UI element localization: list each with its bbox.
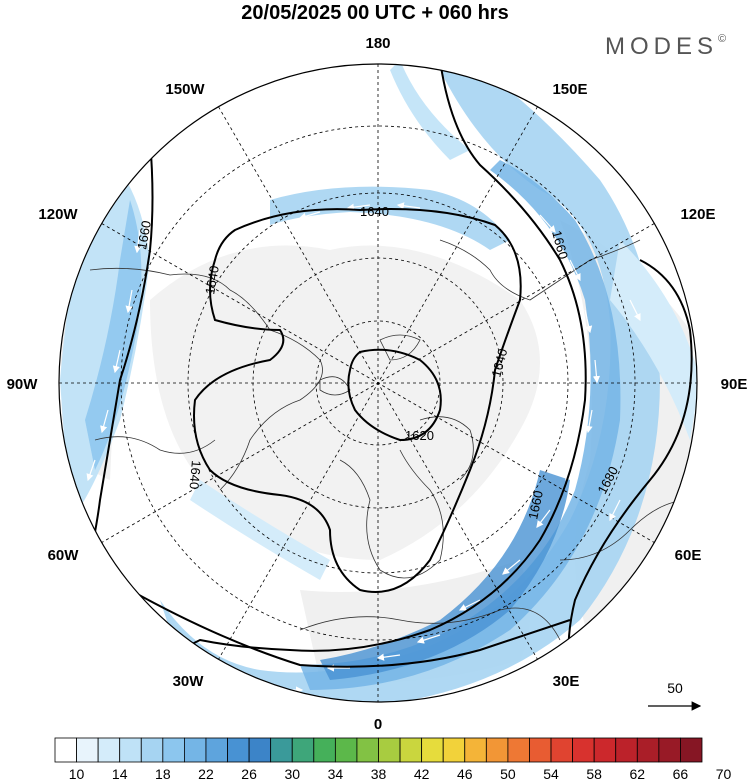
colorbar-swatch (658, 737, 681, 763)
colorbar-swatch (507, 737, 530, 763)
colorbar-swatch (313, 737, 336, 763)
colorbar-swatch (636, 737, 660, 763)
colorbar-tick-label: 38 (371, 766, 387, 782)
reference-vector: 50 (648, 680, 702, 711)
colorbar-tick-label: 70 (716, 766, 732, 782)
colorbar-tick-label: 50 (500, 766, 516, 782)
contour-label: 1620 (405, 428, 434, 443)
contour-1680 (567, 259, 693, 681)
contour-label: 1640 (202, 264, 222, 295)
wind-vectors (86, 99, 641, 694)
brand-name: MODES (605, 33, 719, 60)
map-title: 20/05/2025 00 UTC + 060 hrs (241, 2, 509, 24)
colorbar-tick-label: 42 (414, 766, 430, 782)
graticule (59, 64, 697, 702)
colorbar-swatch (205, 737, 228, 763)
reference-vector-label: 50 (667, 680, 683, 696)
contour-label: 1660 (134, 219, 154, 250)
colorbar-swatch (97, 737, 121, 763)
colorbar-tick-label: 34 (328, 766, 344, 782)
contour-1640 (193, 208, 522, 593)
colorbar-swatch (572, 737, 595, 763)
colorbar-swatch (615, 737, 638, 763)
lon-label-30w: 30W (173, 673, 205, 690)
colorbar-swatch (270, 737, 293, 763)
contour-label: 1640 (360, 204, 389, 219)
lon-label-180: 180 (365, 35, 390, 52)
longitude-labels: 180 150E 120E 90E 60E 30E 0 30W 60W 90W … (7, 35, 748, 733)
colorbar-swatch (399, 737, 423, 763)
colorbar-swatch (119, 737, 142, 763)
lon-label-120e: 120E (680, 206, 715, 223)
lon-label-150e: 150E (552, 81, 587, 98)
contour-1680-south (129, 589, 571, 668)
height-contours (79, 64, 693, 681)
lon-label-30e: 30E (553, 673, 580, 690)
colorbar-swatch (378, 737, 401, 763)
colorbar-swatch (227, 737, 250, 763)
lon-label-90w: 90W (7, 376, 39, 393)
colorbar-tick-label: 26 (241, 766, 257, 782)
colorbar-swatch (529, 737, 552, 763)
colorbar-tick-label: 46 (457, 766, 473, 782)
contour-1660 (179, 64, 587, 652)
contour-label: 1640 (186, 460, 203, 490)
lon-label-60e: 60E (675, 547, 702, 564)
colorbar-swatch (54, 737, 77, 763)
lon-label-150w: 150W (165, 81, 205, 98)
contour-label: 1640 (488, 347, 510, 379)
contour-label: 1660 (525, 489, 546, 520)
colorbar-swatch (680, 737, 703, 763)
colorbar-swatch (140, 737, 164, 763)
colorbar-swatch (421, 737, 444, 763)
colorbar-swatch (162, 737, 185, 763)
colorbar-swatch (183, 737, 207, 763)
map-border (58, 63, 698, 703)
colorbar-swatch (593, 737, 617, 763)
colorbar-tick-label: 30 (284, 766, 300, 782)
lon-label-120w: 120W (38, 206, 78, 223)
colorbar-swatch (442, 737, 466, 763)
contour-1620 (347, 348, 442, 442)
colorbar-swatch (76, 737, 99, 763)
colorbar-swatch (356, 737, 379, 763)
colorbar: 10 14 18 22 26 30 34 38 42 46 50 54 58 62 66 70 (54, 737, 732, 782)
colorbar-swatch (248, 737, 272, 763)
colorbar-swatch (334, 737, 358, 763)
colorbar-tick-label: 22 (198, 766, 214, 782)
colorbar-tick-label: 14 (112, 766, 128, 782)
colorbar-tick-label: 58 (586, 766, 602, 782)
colorbar-tick-label: 10 (69, 766, 85, 782)
colorbar-tick-label: 62 (630, 766, 646, 782)
copyright-mark: © (718, 33, 727, 45)
colorbar-tick-label: 18 (155, 766, 171, 782)
lon-label-0: 0 (374, 716, 382, 733)
colorbar-swatch (550, 737, 573, 763)
colorbar-tick-label: 66 (673, 766, 689, 782)
contour-label: 1660 (549, 229, 571, 261)
colorbar-swatch (291, 737, 315, 763)
colorbar-tick-label: 54 (543, 766, 559, 782)
contour-1660-west (79, 139, 154, 601)
colorbar-swatch (485, 737, 509, 763)
brand-logo: MODES© (605, 33, 726, 61)
lon-label-90e: 90E (721, 376, 748, 393)
lon-label-60w: 60W (48, 547, 80, 564)
colorbar-swatch (464, 737, 487, 763)
